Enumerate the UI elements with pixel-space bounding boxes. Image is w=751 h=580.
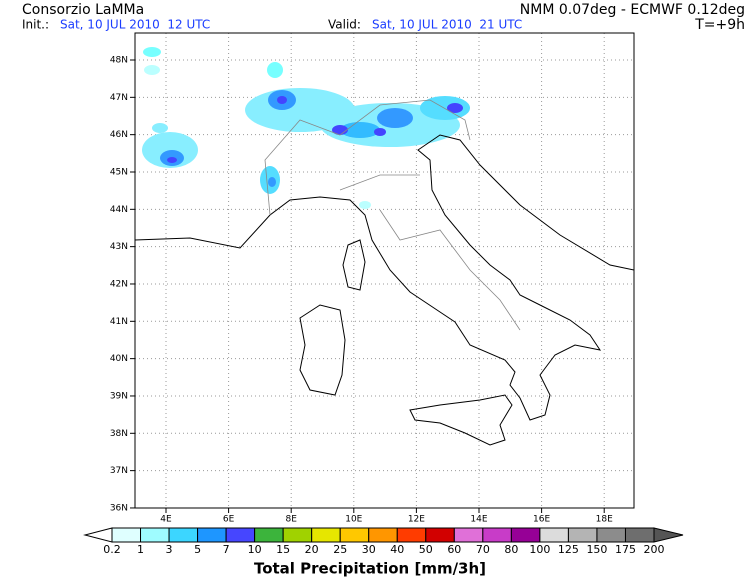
colorbar-box bbox=[168, 527, 199, 543]
map bbox=[134, 32, 635, 509]
lon-label: 12E bbox=[408, 515, 425, 525]
colorbar-box bbox=[596, 527, 626, 543]
colorbar-label: 70 bbox=[476, 543, 490, 556]
colorbar-box bbox=[425, 527, 455, 543]
colorbar-label: 175 bbox=[615, 543, 636, 556]
colorbar-label: 125 bbox=[558, 543, 579, 556]
colorbar-label: 15 bbox=[276, 543, 290, 556]
sardinia bbox=[299, 304, 346, 396]
colorbar-box bbox=[368, 527, 398, 543]
lat-label: 38N bbox=[110, 429, 128, 439]
colorbar-box bbox=[225, 527, 256, 543]
colorbar-label: 3 bbox=[166, 543, 173, 556]
lat-label: 41N bbox=[110, 317, 128, 327]
colorbar-box bbox=[254, 527, 284, 543]
lon-label: 6E bbox=[223, 515, 235, 525]
title: Consorzio LaMMa bbox=[22, 2, 144, 18]
colorbar-label: 40 bbox=[390, 543, 404, 556]
colorbar-label: 25 bbox=[333, 543, 347, 556]
colorbar-arrow bbox=[653, 527, 684, 543]
lat-label: 37N bbox=[110, 466, 128, 476]
lat-label: 36N bbox=[110, 503, 128, 513]
borders bbox=[264, 99, 521, 331]
colorbar-box bbox=[339, 527, 370, 543]
lat-label: 45N bbox=[110, 167, 128, 177]
colorbar-label: 50 bbox=[419, 543, 433, 556]
init-label: Init.: bbox=[22, 18, 49, 32]
colorbar-label: 60 bbox=[447, 543, 461, 556]
valid-label: Valid: bbox=[328, 18, 361, 32]
colorbar: 0.2 1 3 5 7 10 15 20 25 30 40 50 60 70 80 100 125 150 175 2… bbox=[83, 527, 684, 556]
colorbar-box bbox=[282, 527, 313, 543]
colorbar-label: 7 bbox=[223, 543, 230, 556]
lat-label: 40N bbox=[110, 354, 128, 364]
map-frame bbox=[134, 32, 635, 509]
lat-label: 39N bbox=[110, 391, 128, 401]
lat-label: 43N bbox=[110, 242, 128, 252]
lon-label: 8E bbox=[285, 515, 297, 525]
colorbar-box bbox=[539, 527, 569, 543]
lon-label: 4E bbox=[160, 515, 172, 525]
colorbar-label: 100 bbox=[529, 543, 550, 556]
colorbar-box bbox=[111, 527, 142, 543]
colorbar-box bbox=[510, 527, 541, 543]
colorbar-box bbox=[197, 527, 227, 543]
lead-time: T=+9h bbox=[694, 17, 745, 33]
colorbar-box bbox=[453, 527, 484, 543]
colorbar-arrow bbox=[83, 527, 113, 543]
coastline bbox=[135, 134, 634, 421]
colorbar-box bbox=[396, 527, 427, 543]
sicily bbox=[409, 394, 513, 446]
lon-label: 14E bbox=[470, 515, 487, 525]
lat-label: 42N bbox=[110, 279, 128, 289]
colorbar-box bbox=[311, 527, 341, 543]
colorbar-box bbox=[140, 527, 170, 543]
precipitation bbox=[142, 47, 470, 209]
init-time: Sat, 10 JUL 2010 12 UTC bbox=[60, 18, 210, 32]
model: NMM 0.07deg - ECMWF 0.12deg bbox=[520, 2, 745, 18]
lat-label: 47N bbox=[110, 93, 128, 103]
colorbar-box bbox=[567, 527, 598, 543]
colorbar-label: 0.2 bbox=[103, 543, 121, 556]
lon-label: 10E bbox=[345, 515, 362, 525]
colorbar-label: 5 bbox=[194, 543, 201, 556]
legend-title: Total Precipitation [mm/3h] bbox=[254, 560, 486, 578]
colorbar-label: 20 bbox=[305, 543, 319, 556]
colorbar-label: 80 bbox=[504, 543, 518, 556]
colorbar-label: 200 bbox=[644, 543, 665, 556]
colorbar-box bbox=[482, 527, 512, 543]
colorbar-label: 10 bbox=[248, 543, 262, 556]
valid-time: Sat, 10 JUL 2010 21 UTC bbox=[372, 18, 522, 32]
colorbar-box bbox=[624, 527, 655, 543]
lon-label: 16E bbox=[533, 515, 550, 525]
lat-label: 44N bbox=[110, 205, 128, 215]
lat-label: 48N bbox=[110, 56, 128, 66]
colorbar-label: 150 bbox=[586, 543, 607, 556]
lat-label: 46N bbox=[110, 130, 128, 140]
lon-label: 18E bbox=[596, 515, 613, 525]
colorbar-label: 30 bbox=[362, 543, 376, 556]
corsica bbox=[342, 239, 366, 291]
colorbar-label: 1 bbox=[137, 543, 144, 556]
